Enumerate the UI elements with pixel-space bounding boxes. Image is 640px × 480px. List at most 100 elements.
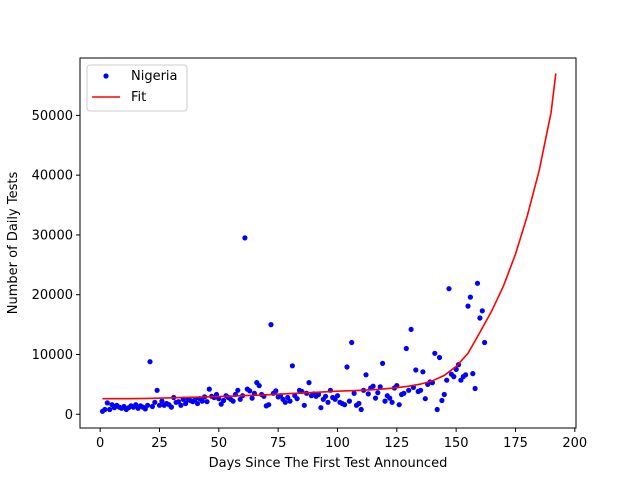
data-point (301, 402, 307, 408)
data-point (477, 315, 483, 321)
data-point (406, 387, 412, 393)
data-point (465, 303, 471, 309)
data-point (396, 402, 402, 408)
y-tick-label: 0 (65, 408, 73, 423)
x-tick-label: 125 (384, 436, 409, 451)
plot-area-frame (79, 57, 577, 429)
data-point (242, 235, 248, 241)
data-point (235, 387, 241, 393)
data-point (351, 390, 357, 396)
data-point (474, 280, 481, 286)
data-point (377, 384, 383, 390)
y-tick-label: 30000 (32, 228, 73, 243)
x-tick-label: 0 (96, 436, 104, 451)
data-point (145, 402, 151, 408)
y-tick-label: 20000 (32, 288, 73, 303)
data-point (318, 405, 324, 411)
scatter-series (99, 235, 488, 414)
y-axis: 0 10000 20000 30000 40000 50000 (32, 109, 80, 423)
data-point (249, 395, 255, 401)
data-point (266, 402, 272, 408)
x-tick-label: 175 (503, 436, 528, 451)
data-point (432, 350, 438, 356)
data-point (482, 339, 488, 346)
data-point (199, 398, 205, 404)
data-point (289, 363, 295, 369)
data-point (221, 397, 227, 404)
data-point (325, 399, 331, 405)
data-point (178, 402, 184, 408)
data-point (365, 391, 371, 397)
data-point (434, 406, 440, 413)
legend-box (86, 64, 188, 112)
data-point (422, 396, 428, 402)
data-point (413, 367, 419, 373)
fit-line (102, 73, 557, 400)
data-point (152, 399, 158, 405)
data-point (420, 369, 426, 375)
data-point (273, 388, 279, 394)
data-point (370, 383, 376, 389)
data-point (451, 374, 457, 380)
data-point (107, 406, 113, 413)
data-point (282, 399, 288, 405)
data-point (439, 397, 445, 404)
data-point (147, 359, 153, 365)
x-tick-label: 75 (270, 436, 287, 451)
y-axis-label: Number of Daily Tests (6, 172, 21, 315)
data-point (470, 371, 476, 377)
data-point (342, 402, 348, 408)
data-point (230, 398, 236, 404)
data-point (479, 308, 485, 314)
data-point (444, 377, 450, 383)
data-point (446, 286, 452, 292)
data-point (387, 395, 393, 401)
legend-label-nigeria: Nigeria (131, 69, 178, 84)
data-point (346, 398, 352, 404)
data-point (358, 406, 364, 413)
data-point (463, 372, 469, 378)
data-point (154, 387, 160, 393)
data-point (168, 404, 174, 410)
data-point (408, 326, 414, 332)
y-tick-label: 50000 (32, 109, 73, 124)
data-point (375, 390, 381, 396)
data-point (472, 385, 478, 392)
data-point (334, 393, 341, 399)
data-point (247, 388, 253, 394)
data-point (467, 294, 473, 300)
data-point (315, 391, 322, 398)
data-point (213, 391, 220, 398)
data-point (104, 400, 110, 406)
data-point (401, 390, 407, 396)
data-point (204, 399, 210, 405)
data-point (403, 345, 409, 352)
data-point (344, 364, 350, 370)
legend-marker-nigeria (103, 73, 109, 79)
data-point (206, 386, 212, 392)
legend: Nigeria Fit (86, 64, 188, 112)
data-point (323, 393, 329, 399)
x-tick-label: 150 (444, 436, 469, 451)
data-point (363, 372, 369, 378)
data-point (268, 322, 274, 328)
data-point (256, 383, 262, 389)
data-point (159, 398, 165, 404)
legend-label-fit: Fit (131, 90, 146, 105)
data-point (418, 387, 424, 393)
data-point (349, 339, 355, 346)
data-point (436, 354, 443, 361)
x-tick-label: 100 (325, 436, 350, 451)
data-point (149, 403, 155, 410)
x-axis-label: Days Since The First Test Announced (209, 456, 448, 471)
data-point (287, 398, 293, 404)
x-tick-label: 50 (211, 436, 228, 451)
data-point (372, 395, 379, 401)
x-tick-label: 25 (151, 436, 168, 451)
data-point (102, 406, 108, 413)
x-axis: 0 25 50 75 100 125 150 175 200 (96, 428, 587, 451)
data-point (294, 396, 300, 402)
x-tick-label: 200 (562, 436, 587, 451)
data-point (380, 360, 386, 366)
